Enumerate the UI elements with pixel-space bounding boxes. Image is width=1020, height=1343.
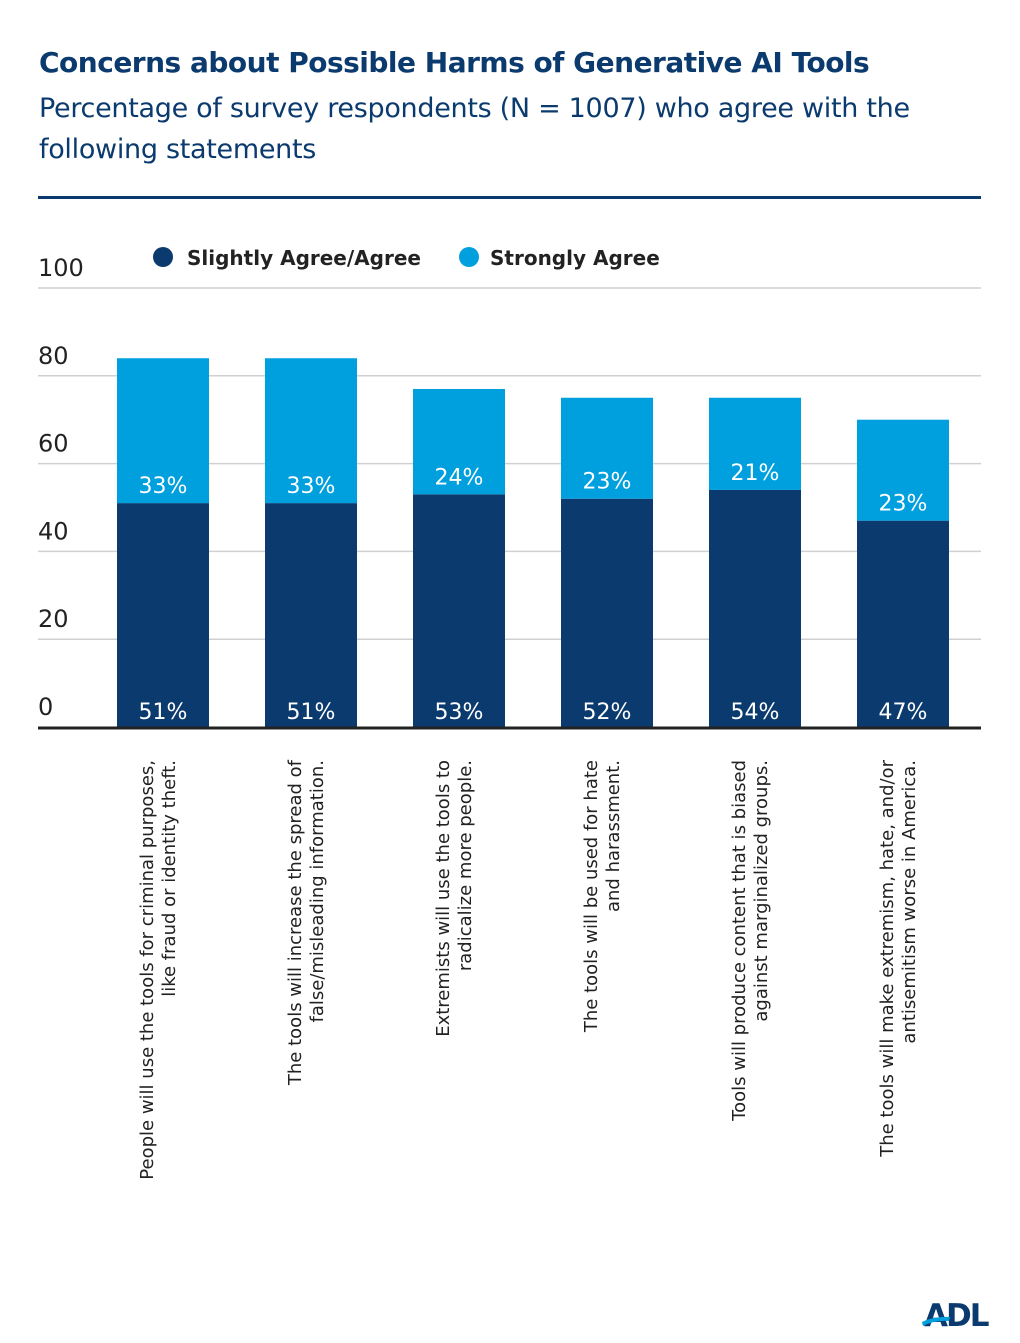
bar-agree xyxy=(857,520,949,727)
y-tick-label: 40 xyxy=(38,517,69,545)
bar-agree xyxy=(561,498,653,727)
data-label: 23% xyxy=(583,470,632,495)
y-tick-label: 20 xyxy=(38,605,69,633)
title-divider xyxy=(38,196,981,199)
bar-strongly-agree xyxy=(857,419,949,521)
x-category-label: Extremists will use the tools to xyxy=(433,760,454,1037)
data-label: 33% xyxy=(139,474,188,499)
data-label: 21% xyxy=(731,461,780,486)
bar-strongly-agree xyxy=(709,397,801,490)
legend-marker xyxy=(459,247,479,267)
data-label: 52% xyxy=(583,700,632,725)
y-tick-label: 60 xyxy=(38,430,69,458)
bar-agree xyxy=(413,494,505,727)
x-category-label: antisemitism worse in America. xyxy=(899,760,920,1044)
data-label: 24% xyxy=(435,465,484,490)
data-label: 23% xyxy=(879,492,928,517)
data-label: 47% xyxy=(879,700,928,725)
y-tick-label: 80 xyxy=(38,342,69,370)
adl-logo: ADL xyxy=(922,1298,991,1330)
bar-agree xyxy=(117,503,209,727)
data-label: 54% xyxy=(731,700,780,725)
bar-strongly-agree xyxy=(561,397,653,499)
bar-strongly-agree xyxy=(117,358,209,504)
legend-label: Slightly Agree/Agree xyxy=(187,246,421,270)
x-category-label: People will use the tools for criminal p… xyxy=(137,760,158,1180)
legend-label: Strongly Agree xyxy=(490,246,660,270)
chart-title: Concerns about Possible Harms of Generat… xyxy=(39,46,870,79)
data-label: 53% xyxy=(435,700,484,725)
chart-subtitle: Percentage of survey respondents (N = 10… xyxy=(39,93,910,165)
y-tick-label: 100 xyxy=(38,254,84,282)
bar-strongly-agree xyxy=(265,358,357,504)
data-label: 33% xyxy=(287,474,336,499)
bar-agree xyxy=(709,489,801,727)
x-category-label: Tools will produce content that is biase… xyxy=(729,760,750,1122)
x-category-label: like fraud or identity theft. xyxy=(159,760,180,997)
svg-text:ADL: ADL xyxy=(924,1298,989,1330)
x-category-label: radicalize more people. xyxy=(455,760,476,971)
y-tick-label: 0 xyxy=(38,693,53,721)
x-category-label: and harassment. xyxy=(603,760,624,912)
x-category-label: The tools will increase the spread of xyxy=(285,759,306,1086)
x-category-label: against marginalized groups. xyxy=(751,760,772,1022)
x-category-label: The tools will be used for hate xyxy=(581,760,602,1033)
data-label: 51% xyxy=(139,700,188,725)
data-label: 51% xyxy=(287,700,336,725)
x-category-label: false/misleading information. xyxy=(307,760,328,1023)
x-category-label: The tools will make extremism, hate, and… xyxy=(877,759,898,1157)
legend-marker xyxy=(153,247,173,267)
bar-agree xyxy=(265,503,357,727)
bar-strongly-agree xyxy=(413,388,505,495)
